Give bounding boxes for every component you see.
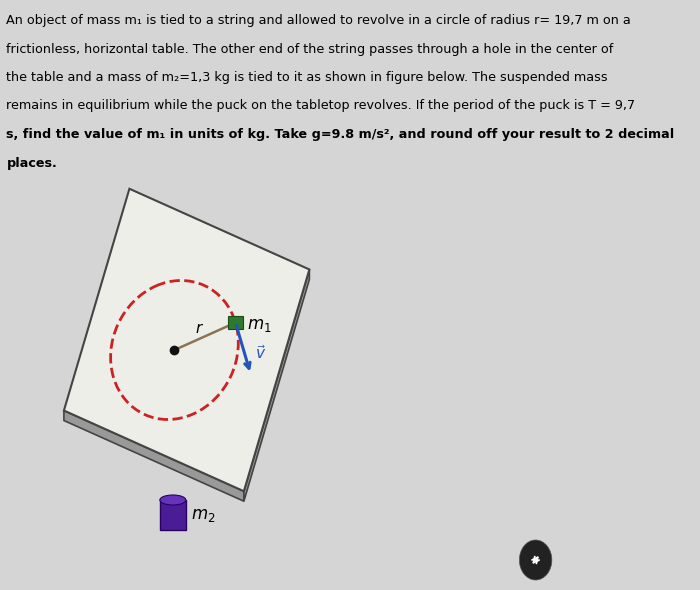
- Polygon shape: [244, 270, 309, 502]
- Text: frictionless, horizontal table. The other end of the string passes through a hol: frictionless, horizontal table. The othe…: [6, 42, 614, 55]
- Text: remains in equilibrium while the puck on the tabletop revolves. If the period of: remains in equilibrium while the puck on…: [6, 100, 636, 113]
- Text: places.: places.: [6, 156, 57, 169]
- Text: $m_1$: $m_1$: [247, 316, 272, 333]
- Polygon shape: [64, 411, 244, 502]
- Polygon shape: [64, 189, 309, 491]
- Bar: [160, 500, 186, 530]
- Text: $\vec{v}$: $\vec{v}$: [255, 345, 266, 362]
- Bar: [228, 316, 243, 329]
- Text: s, find the value of m₁ in units of kg. Take g=9.8 m/s², and round off your resu: s, find the value of m₁ in units of kg. …: [6, 128, 675, 141]
- Text: An object of mass m₁ is tied to a string and allowed to revolve in a circle of r: An object of mass m₁ is tied to a string…: [6, 14, 631, 27]
- Text: $m_2$: $m_2$: [190, 506, 215, 524]
- Text: r: r: [195, 321, 202, 336]
- Text: the table and a mass of m₂=1,3 kg is tied to it as shown in figure below. The su: the table and a mass of m₂=1,3 kg is tie…: [6, 71, 608, 84]
- Circle shape: [519, 540, 552, 580]
- Ellipse shape: [160, 495, 186, 505]
